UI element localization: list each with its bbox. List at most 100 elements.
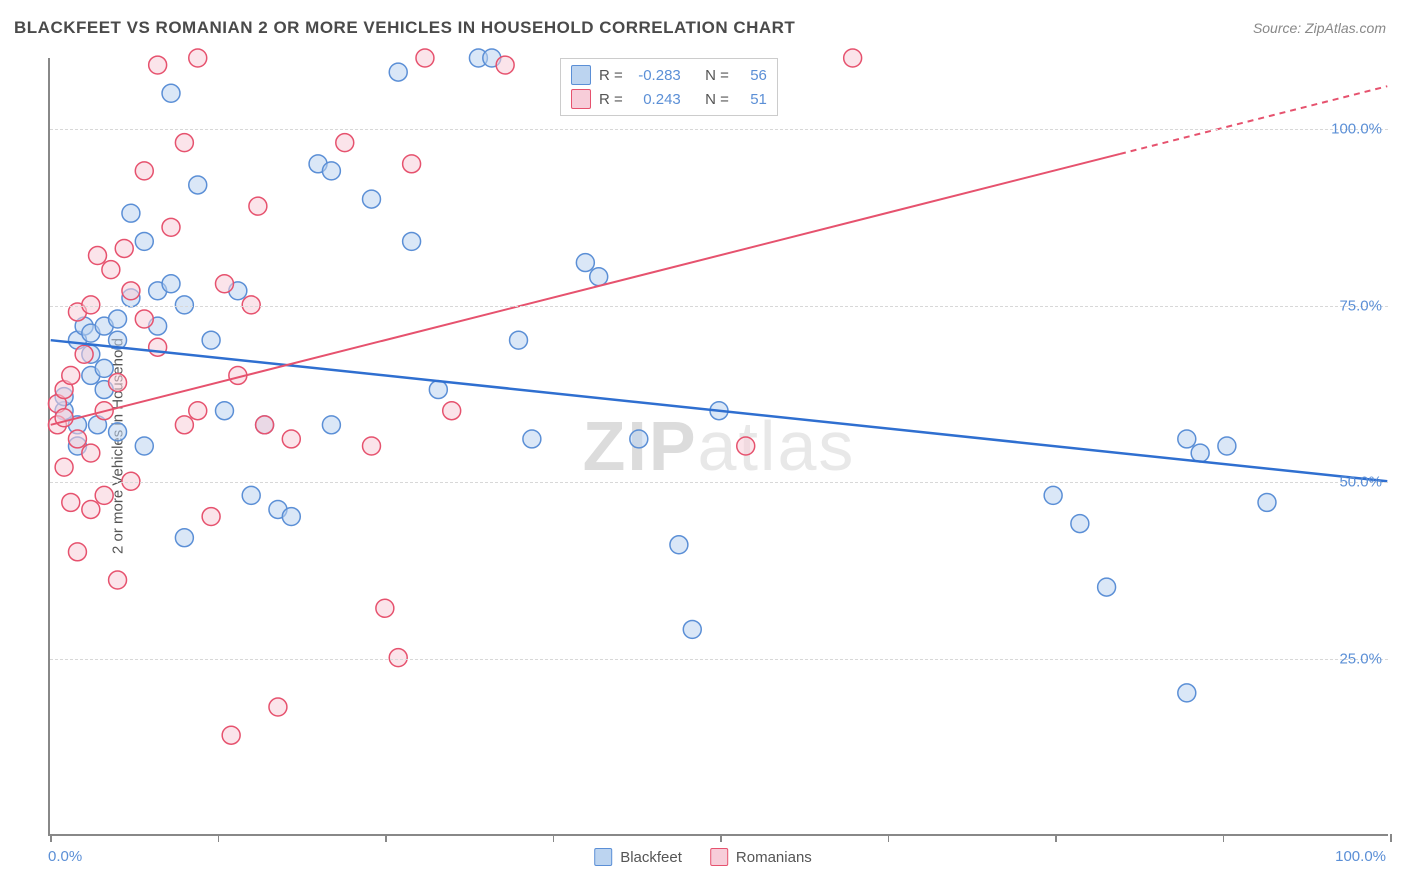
- scatter-point: [135, 437, 153, 455]
- scatter-point: [443, 402, 461, 420]
- scatter-point: [1178, 430, 1196, 448]
- x-tick: [888, 834, 890, 842]
- scatter-point: [149, 56, 167, 74]
- scatter-point: [737, 437, 755, 455]
- scatter-point: [68, 543, 86, 561]
- scatter-point: [222, 726, 240, 744]
- scatter-point: [429, 381, 447, 399]
- x-tick: [553, 834, 555, 842]
- x-tick: [385, 834, 387, 842]
- scatter-point: [1044, 486, 1062, 504]
- scatter-point: [122, 472, 140, 490]
- scatter-point: [242, 486, 260, 504]
- n-label: N =: [705, 91, 729, 108]
- x-tick: [1390, 834, 1392, 842]
- n-label: N =: [705, 67, 729, 84]
- scatter-point: [403, 155, 421, 173]
- scatter-point: [1218, 437, 1236, 455]
- x-axis-max-label: 100.0%: [1335, 848, 1386, 865]
- scatter-point: [683, 620, 701, 638]
- r-label: R =: [599, 91, 623, 108]
- y-tick-label: 75.0%: [1339, 297, 1382, 314]
- chart-plot-area: ZIPatlas R =-0.283 N =56R =0.243 N =51 2…: [48, 58, 1388, 836]
- scatter-point: [202, 331, 220, 349]
- scatter-point: [389, 649, 407, 667]
- y-tick-label: 50.0%: [1339, 474, 1382, 491]
- r-label: R =: [599, 67, 623, 84]
- scatter-point: [55, 458, 73, 476]
- scatter-point: [282, 508, 300, 526]
- scatter-point: [189, 402, 207, 420]
- scatter-point: [256, 416, 274, 434]
- scatter-point: [590, 268, 608, 286]
- scatter-point: [249, 197, 267, 215]
- scatter-point: [1071, 515, 1089, 533]
- scatter-point: [363, 437, 381, 455]
- n-value: 56: [737, 67, 767, 84]
- scatter-point: [496, 56, 514, 74]
- scatter-point: [322, 162, 340, 180]
- x-tick: [720, 834, 722, 842]
- scatter-point: [162, 218, 180, 236]
- regression-line: [51, 154, 1120, 425]
- scatter-point: [122, 282, 140, 300]
- scatter-point: [670, 536, 688, 554]
- scatter-point: [62, 493, 80, 511]
- scatter-point: [175, 416, 193, 434]
- gridline: [50, 659, 1388, 660]
- scatter-point: [576, 254, 594, 272]
- scatter-point: [336, 134, 354, 152]
- scatter-point: [122, 204, 140, 222]
- scatter-point: [1191, 444, 1209, 462]
- legend-item: Romanians: [710, 848, 812, 866]
- scatter-point: [215, 402, 233, 420]
- scatter-point: [95, 486, 113, 504]
- scatter-point: [403, 232, 421, 250]
- gridline: [50, 129, 1388, 130]
- scatter-point: [1098, 578, 1116, 596]
- scatter-point: [523, 430, 541, 448]
- stats-row: R = 0.243 N = 51: [571, 87, 767, 111]
- n-value: 51: [737, 91, 767, 108]
- scatter-point: [322, 416, 340, 434]
- x-tick: [50, 834, 52, 842]
- scatter-point: [363, 190, 381, 208]
- r-value: 0.243: [631, 91, 681, 108]
- scatter-point: [135, 232, 153, 250]
- legend-item: Blackfeet: [594, 848, 682, 866]
- scatter-point: [109, 374, 127, 392]
- source-attribution: Source: ZipAtlas.com: [1253, 20, 1386, 36]
- scatter-point: [282, 430, 300, 448]
- x-tick: [1223, 834, 1225, 842]
- scatter-point: [189, 176, 207, 194]
- legend-swatch: [710, 848, 728, 866]
- scatter-point: [1258, 493, 1276, 511]
- scatter-point: [175, 529, 193, 547]
- gridline: [50, 306, 1388, 307]
- scatter-point: [510, 331, 528, 349]
- regression-line: [51, 340, 1388, 481]
- legend-swatch: [594, 848, 612, 866]
- scatter-point: [109, 423, 127, 441]
- scatter-point: [175, 134, 193, 152]
- scatter-point: [630, 430, 648, 448]
- scatter-point: [135, 162, 153, 180]
- scatter-point: [202, 508, 220, 526]
- scatter-point: [68, 430, 86, 448]
- scatter-point: [389, 63, 407, 81]
- y-tick-label: 100.0%: [1331, 120, 1382, 137]
- series-swatch: [571, 89, 591, 109]
- scatter-point: [82, 444, 100, 462]
- scatter-point: [62, 366, 80, 384]
- gridline: [50, 482, 1388, 483]
- stats-legend-box: R =-0.283 N =56R =0.243 N =51: [560, 58, 778, 116]
- legend-bottom: Blackfeet Romanians: [594, 848, 812, 866]
- scatter-point: [89, 247, 107, 265]
- scatter-point: [376, 599, 394, 617]
- scatter-point: [82, 501, 100, 519]
- scatter-point: [115, 239, 133, 257]
- legend-label: Blackfeet: [620, 849, 682, 866]
- x-tick: [218, 834, 220, 842]
- scatter-point: [162, 84, 180, 102]
- scatter-point: [135, 310, 153, 328]
